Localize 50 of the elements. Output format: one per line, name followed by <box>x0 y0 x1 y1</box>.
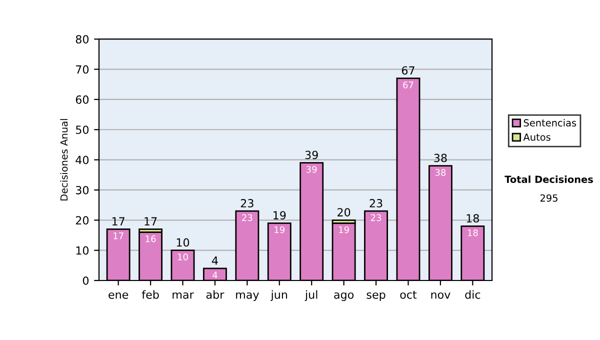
total-label: 23 <box>240 199 254 208</box>
x-tick-label: oct <box>400 290 417 299</box>
data-label: 17 <box>114 232 124 240</box>
data-label: 18 <box>468 229 478 236</box>
total-label: 17 <box>112 217 124 226</box>
data-label: 39 <box>306 166 317 173</box>
data-label: 4 <box>212 272 218 278</box>
data-label: 23 <box>370 214 382 222</box>
x-tick-label: nov <box>431 292 450 299</box>
x-tick-label: sep <box>366 292 386 301</box>
data-label: 67 <box>403 82 414 88</box>
data-label: 16 <box>146 235 156 242</box>
data-label: 19 <box>274 226 284 234</box>
legend-label: Sentencias <box>524 118 576 127</box>
y-tick-label: 0 <box>82 276 89 285</box>
total-label: 4 <box>212 256 218 265</box>
x-tick-label: abr <box>206 290 224 299</box>
text: Total Decisiones <box>504 175 593 184</box>
y-tick-label: 20 <box>76 216 89 225</box>
x-tick-label: jul <box>304 290 318 301</box>
x-tick-label: may <box>236 292 259 301</box>
y-tick-label: 80 <box>76 35 89 44</box>
x-tick-label: ene <box>108 292 128 299</box>
x-tick-label: ago <box>334 292 354 301</box>
y-tick-label: 40 <box>76 156 89 164</box>
y-tick-label: 10 <box>76 246 89 255</box>
y-tick-label: 30 <box>76 186 89 194</box>
data-label: 19 <box>339 226 349 234</box>
total-label: 38 <box>434 154 447 162</box>
x-tick-label: mar <box>172 292 194 299</box>
legend-label: Autos <box>523 134 550 141</box>
data-label: 23 <box>242 214 252 222</box>
x-tick-label: feb <box>142 290 159 299</box>
total-label: 23 <box>370 199 382 208</box>
total-label: 10 <box>176 238 190 247</box>
x-tick-label: dic <box>465 290 480 299</box>
total-label: 19 <box>274 211 286 220</box>
total-label: 20 <box>338 208 350 216</box>
text: 295 <box>540 194 558 202</box>
data-label: 10 <box>178 254 188 260</box>
y-axis-title: Decisiones Anual <box>60 119 68 200</box>
total-label: 18 <box>466 214 479 223</box>
y-tick-label: 70 <box>76 65 89 74</box>
y-tick-label: 60 <box>76 95 89 104</box>
total-label: 67 <box>402 66 414 75</box>
x-tick-label: jun <box>270 290 288 301</box>
data-label: 38 <box>435 169 446 176</box>
total-label: 17 <box>144 217 157 226</box>
y-tick-label: 50 <box>76 126 89 134</box>
total-label: 39 <box>305 150 318 160</box>
